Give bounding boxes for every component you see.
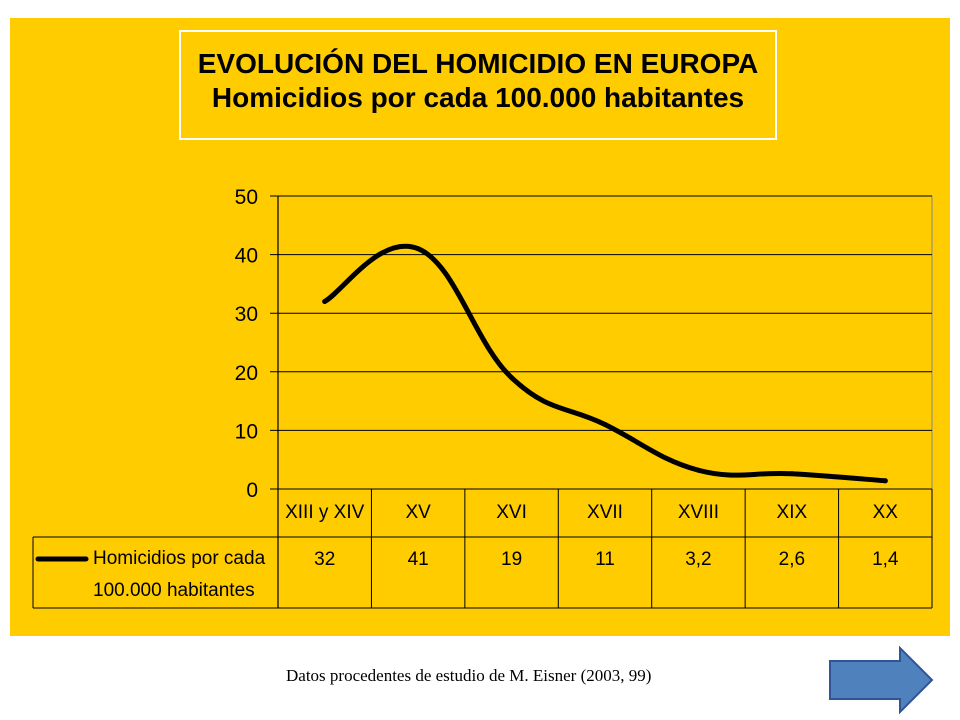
data-point: [789, 471, 795, 477]
x-category-label: XIII y XIV: [285, 502, 365, 523]
data-point: [509, 375, 515, 381]
data-value-label: 41: [408, 549, 429, 570]
y-tick-label: 0: [246, 479, 258, 502]
y-tick-label: 30: [235, 303, 258, 326]
next-button[interactable]: [826, 644, 938, 716]
data-point: [322, 298, 328, 304]
data-value-label: 2,6: [779, 549, 805, 570]
data-point: [602, 422, 608, 428]
right-arrow-icon: [829, 645, 934, 715]
x-category-label: XV: [405, 502, 431, 523]
data-point: [882, 478, 888, 484]
data-value-label: 11: [595, 549, 615, 570]
chart-panel: [10, 18, 950, 636]
data-value-label: 19: [501, 549, 522, 570]
data-point: [695, 467, 701, 473]
x-category-label: XIX: [777, 502, 808, 523]
y-tick-label: 20: [235, 362, 258, 385]
source-note: Datos procedentes de estudio de M. Eisne…: [286, 666, 652, 685]
x-category-label: XVII: [587, 502, 623, 523]
x-category-label: XX: [873, 502, 899, 523]
title-box: EVOLUCIÓN DEL HOMICIDIO EN EUROPA Homici…: [179, 30, 777, 140]
legend-label-line1: Homicidios por cada: [93, 548, 266, 569]
y-tick-label: 50: [235, 186, 258, 209]
legend-label-line2: 100.000 habitantes: [93, 580, 255, 601]
chart-title: EVOLUCIÓN DEL HOMICIDIO EN EUROPA: [197, 48, 759, 79]
data-point: [415, 246, 421, 252]
series-line: [322, 243, 888, 484]
x-category-label: XVI: [496, 502, 527, 523]
data-value-label: 1,4: [872, 549, 899, 570]
x-category-label: XVIII: [678, 502, 719, 523]
chart-subtitle: Homicidios por cada 100.000 habitantes: [211, 82, 745, 113]
y-tick-label: 10: [235, 420, 258, 443]
data-value-label: 3,2: [685, 549, 711, 570]
data-value-label: 32: [314, 549, 335, 570]
y-tick-label: 40: [235, 245, 258, 268]
